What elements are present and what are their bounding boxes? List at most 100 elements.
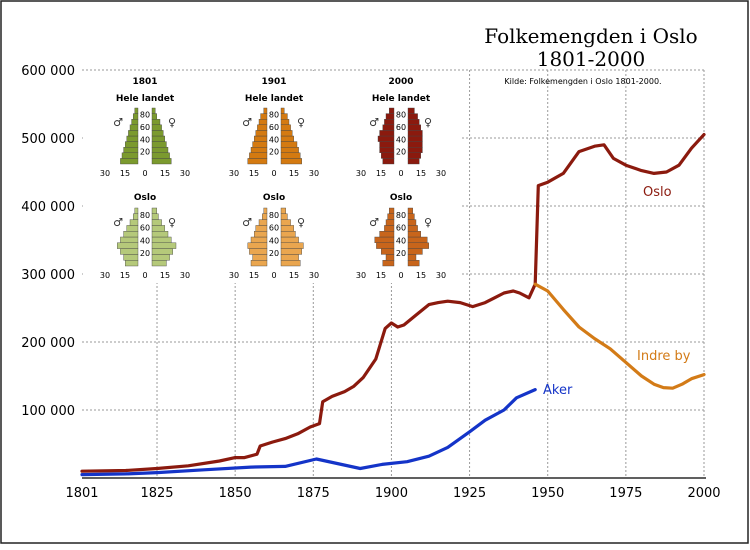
pyramid-bar-male [124, 141, 139, 148]
pyramid-bar-female [280, 130, 293, 137]
pyramid-bar-male [257, 124, 268, 131]
pyramid-x-tick: 15 [249, 169, 259, 178]
pyramid-x-tick: 15 [289, 169, 299, 178]
pyramid-bar-male [253, 230, 268, 238]
pyramid-bar-female [407, 158, 420, 165]
female-symbol-icon: ♀ [424, 216, 432, 229]
pyramid-bar-female [151, 135, 166, 142]
pyramid-bar-female [407, 230, 422, 238]
pyramid-x-tick: 30 [229, 271, 239, 280]
pyramid-bar-male [131, 118, 139, 125]
pyramid: 1801 Hele landet 80 60 40 20 30 15 0 15 30 ♂ ♀ [100, 77, 190, 178]
x-tick-label: 1875 [297, 486, 330, 501]
pyramid-bar-male [120, 248, 139, 255]
y-tick-label: 400 000 [21, 200, 75, 215]
pyramid-bar-female [151, 213, 159, 220]
pyramid-year: 1901 [261, 77, 286, 87]
pyramid-bar-female [407, 107, 415, 114]
y-tick-label: 100 000 [21, 404, 75, 419]
pyramid-bar-female [280, 225, 295, 232]
female-symbol-icon: ♀ [168, 216, 176, 229]
pyramid-x-tick: 0 [398, 169, 403, 178]
pyramid-age-label: 80 [140, 211, 150, 220]
female-symbol-icon: ♀ [168, 116, 176, 129]
pyramid-age-label: 40 [269, 135, 279, 144]
pyramid-x-tick: 30 [180, 271, 190, 280]
pyramid-bar-female [151, 141, 167, 148]
pyramid: Oslo 80 60 40 20 30 15 0 15 30 ♂ ♀ [356, 193, 446, 280]
pyramid-bar-male [382, 124, 395, 131]
pyramid: Oslo 80 60 40 20 30 15 0 15 30 ♂ ♀ [100, 193, 190, 280]
pyramid-age-label: 20 [396, 148, 406, 157]
pyramid-bar-female [151, 219, 162, 226]
pyramid-bar-female [407, 118, 420, 125]
pyramid-bar-female [280, 135, 295, 142]
pyramid-bar-male [247, 158, 268, 165]
series-labels: Oslo Indre by Aker [543, 185, 691, 398]
pyramid-bar-female [151, 242, 177, 249]
chart-source: Kilde: Folkemengden i Oslo 1801-2000. [504, 77, 661, 86]
pyramid-x-tick: 15 [376, 271, 386, 280]
pyramid-bar-male [382, 158, 395, 165]
pyramid-bar-male [116, 242, 139, 249]
pyramid-bar-female [280, 158, 302, 165]
pyramid-bar-male [381, 248, 395, 255]
x-tick-label: 1801 [65, 486, 98, 501]
pyramid-bar-male [250, 236, 268, 244]
pyramid-bar-male [250, 260, 268, 267]
male-symbol-icon: ♂ [369, 216, 379, 229]
male-symbol-icon: ♂ [242, 216, 252, 229]
pyramid-x-tick: 15 [416, 169, 426, 178]
pyramid-age-label: 60 [140, 123, 150, 132]
pyramid-bar-female [280, 141, 298, 148]
pyramid-x-tick: 15 [120, 271, 130, 280]
pyramid-bar-male [389, 207, 395, 215]
pyramid-bar-male [255, 225, 268, 232]
pyramid-bar-male [132, 113, 139, 120]
pyramid-bar-female [407, 146, 423, 153]
pyramid: 2000 Hele landet 80 60 40 20 30 15 0 15 30 ♂ ♀ [356, 77, 446, 178]
pyramid-x-tick: 0 [142, 271, 147, 280]
pyramid-bar-female [151, 152, 170, 159]
pyramid-bar-female [151, 230, 169, 238]
pyramid-bar-female [407, 135, 423, 142]
pyramid-bar-female [151, 107, 156, 114]
pyramid-bar-male [252, 254, 268, 261]
pyramid-bar-male [385, 219, 395, 226]
pyramid-age-label: 80 [269, 111, 279, 120]
pyramid-bar-female [280, 124, 291, 131]
pyramid-age-label: 20 [140, 249, 150, 258]
pyramid-bar-female [280, 207, 287, 215]
pyramid-age-label: 40 [140, 135, 150, 144]
pyramid-bar-female [280, 230, 296, 238]
population-pyramids: 1801 Hele landet 80 60 40 20 30 15 0 15 30 ♂ ♀ 1901 He… [83, 71, 461, 283]
pyramid-bar-male [379, 130, 395, 137]
series-line-indre-by [533, 282, 706, 390]
pyramid-bar-male [250, 146, 268, 153]
x-tick-label: 1900 [375, 486, 408, 501]
pyramid-x-tick: 15 [376, 169, 386, 178]
pyramid-region: Oslo [263, 193, 285, 203]
pyramid-x-tick: 30 [436, 271, 446, 280]
pyramid-x-tick: 15 [416, 271, 426, 280]
pyramid-bar-male [263, 107, 268, 114]
pyramid-bar-male [384, 225, 395, 232]
pyramid-bar-male [379, 146, 395, 153]
pyramid-bar-female [407, 152, 422, 159]
pyramid-bar-female [151, 146, 169, 153]
pyramid-bar-male [120, 236, 139, 244]
series-label: Indre by [637, 349, 691, 364]
y-axis-ticks: 600 000 500 000 400 000 300 000 200 000 100 0… [21, 64, 75, 419]
y-tick-label: 300 000 [21, 268, 75, 283]
pyramid-age-label: 60 [269, 224, 279, 233]
series-line-oslo [80, 133, 706, 473]
pyramid-bar-female [280, 260, 301, 267]
pyramid-bar-male [123, 230, 139, 238]
pyramid-bar-male [123, 254, 139, 261]
x-tick-label: 2000 [687, 486, 720, 501]
pyramid-bar-female [151, 254, 170, 261]
pyramid-age-label: 20 [396, 249, 406, 258]
pyramid-year: 1801 [132, 77, 157, 87]
pyramid: 1901 Hele landet 80 60 40 20 30 15 0 15 30 ♂ ♀ [229, 77, 319, 178]
